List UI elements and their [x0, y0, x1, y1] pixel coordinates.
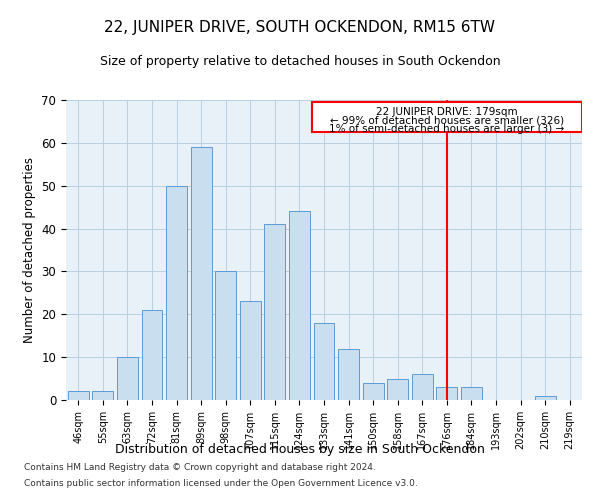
Bar — [166, 186, 187, 400]
Bar — [338, 348, 359, 400]
Bar — [312, 102, 582, 132]
Bar — [387, 378, 408, 400]
Text: Distribution of detached houses by size in South Ockendon: Distribution of detached houses by size … — [115, 442, 485, 456]
Text: ← 99% of detached houses are smaller (326): ← 99% of detached houses are smaller (32… — [330, 116, 564, 126]
Bar — [215, 272, 236, 400]
Text: 1% of semi-detached houses are larger (3) →: 1% of semi-detached houses are larger (3… — [329, 124, 565, 134]
Bar — [461, 387, 482, 400]
Bar — [265, 224, 286, 400]
Bar — [412, 374, 433, 400]
Bar — [191, 147, 212, 400]
Text: 22 JUNIPER DRIVE: 179sqm: 22 JUNIPER DRIVE: 179sqm — [376, 108, 518, 118]
Bar — [240, 302, 261, 400]
Bar — [142, 310, 163, 400]
Text: 22, JUNIPER DRIVE, SOUTH OCKENDON, RM15 6TW: 22, JUNIPER DRIVE, SOUTH OCKENDON, RM15 … — [104, 20, 496, 35]
Bar — [314, 323, 334, 400]
Bar — [68, 392, 89, 400]
Bar — [436, 387, 457, 400]
Bar — [535, 396, 556, 400]
Bar — [92, 392, 113, 400]
Bar — [362, 383, 383, 400]
Text: Contains public sector information licensed under the Open Government Licence v3: Contains public sector information licen… — [24, 478, 418, 488]
Bar — [289, 212, 310, 400]
Y-axis label: Number of detached properties: Number of detached properties — [23, 157, 36, 343]
Bar — [117, 357, 138, 400]
Text: Contains HM Land Registry data © Crown copyright and database right 2024.: Contains HM Land Registry data © Crown c… — [24, 464, 376, 472]
Text: Size of property relative to detached houses in South Ockendon: Size of property relative to detached ho… — [100, 55, 500, 68]
